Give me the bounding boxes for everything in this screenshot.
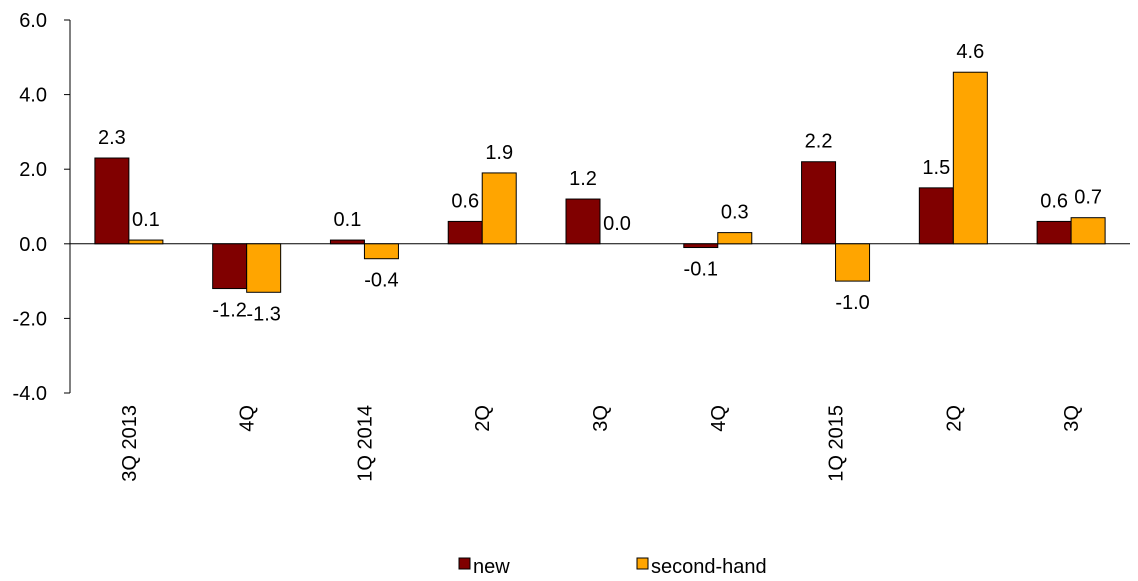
bar-second-hand — [835, 243, 871, 282]
bar-second-hand — [363, 243, 399, 260]
y-tick-label: 2.0 — [19, 159, 47, 181]
x-tick-label: 3Q — [590, 405, 612, 432]
bar-second-hand — [128, 239, 164, 245]
bar-second-hand — [717, 232, 753, 245]
data-label-new: -0.1 — [684, 259, 718, 281]
legend-label-new: new — [473, 556, 510, 578]
bar-new — [918, 187, 954, 245]
bar-new — [565, 198, 601, 245]
x-tick-label: 4Q — [708, 405, 730, 432]
bar-new — [683, 243, 719, 249]
legend-swatch-new — [458, 557, 471, 570]
y-tick-label: 6.0 — [19, 10, 47, 32]
data-label-new: 2.3 — [98, 127, 126, 149]
legend: new second-hand — [458, 556, 767, 578]
y-tick-label: -2.0 — [13, 308, 47, 330]
bar-second-hand — [246, 243, 282, 293]
bar-new — [447, 220, 483, 245]
bar-second-hand — [1070, 217, 1106, 245]
x-tick-label: 1Q 2015 — [826, 405, 848, 482]
bar-new — [94, 157, 130, 245]
x-tick-label: 3Q — [1061, 405, 1083, 432]
data-labels: 2.3 -1.2 0.1 0.6 1.2 -0.1 2.2 1.5 0.6 0.1 -1.3 -0.4… — [98, 41, 1102, 325]
data-label-new: -1.2 — [212, 300, 246, 322]
y-tick-label: 0.0 — [19, 234, 47, 256]
legend-swatch-second-hand — [636, 557, 649, 570]
data-label-second-hand: 0.0 — [603, 213, 631, 235]
data-label-new: 2.2 — [805, 131, 833, 153]
bar-second-hand — [481, 172, 517, 245]
bars — [94, 71, 1106, 293]
data-label-new: 0.6 — [1040, 190, 1068, 212]
data-label-new: 0.1 — [334, 209, 362, 231]
data-label-new: 1.2 — [569, 168, 597, 190]
data-label-second-hand: -1.0 — [835, 292, 869, 314]
y-tick-label: -4.0 — [13, 383, 47, 405]
bar-new — [1036, 220, 1072, 245]
x-tick-label: 4Q — [237, 405, 259, 432]
data-label-second-hand: 0.3 — [721, 202, 749, 224]
data-label-second-hand: 4.6 — [956, 41, 984, 63]
bar-new — [801, 161, 837, 245]
data-label-second-hand: 1.9 — [485, 142, 513, 164]
data-label-new: 1.5 — [922, 157, 950, 179]
bar-new — [329, 239, 365, 245]
data-label-second-hand: 0.7 — [1074, 187, 1102, 209]
x-tick-label: 2Q — [472, 405, 494, 432]
data-label-second-hand: -0.4 — [364, 270, 398, 292]
bar-second-hand — [952, 71, 988, 245]
legend-label-second-hand: second-hand — [651, 556, 767, 578]
bar-new — [212, 243, 248, 290]
data-label-second-hand: 0.1 — [132, 209, 160, 231]
data-label-new: 0.6 — [451, 190, 479, 212]
x-tick-label: 2Q — [943, 405, 965, 432]
data-label-second-hand: -1.3 — [246, 303, 280, 325]
y-tick-label: 4.0 — [19, 85, 47, 107]
x-tick-label: 1Q 2014 — [354, 405, 376, 482]
x-tick-label: 3Q 2013 — [119, 405, 141, 482]
